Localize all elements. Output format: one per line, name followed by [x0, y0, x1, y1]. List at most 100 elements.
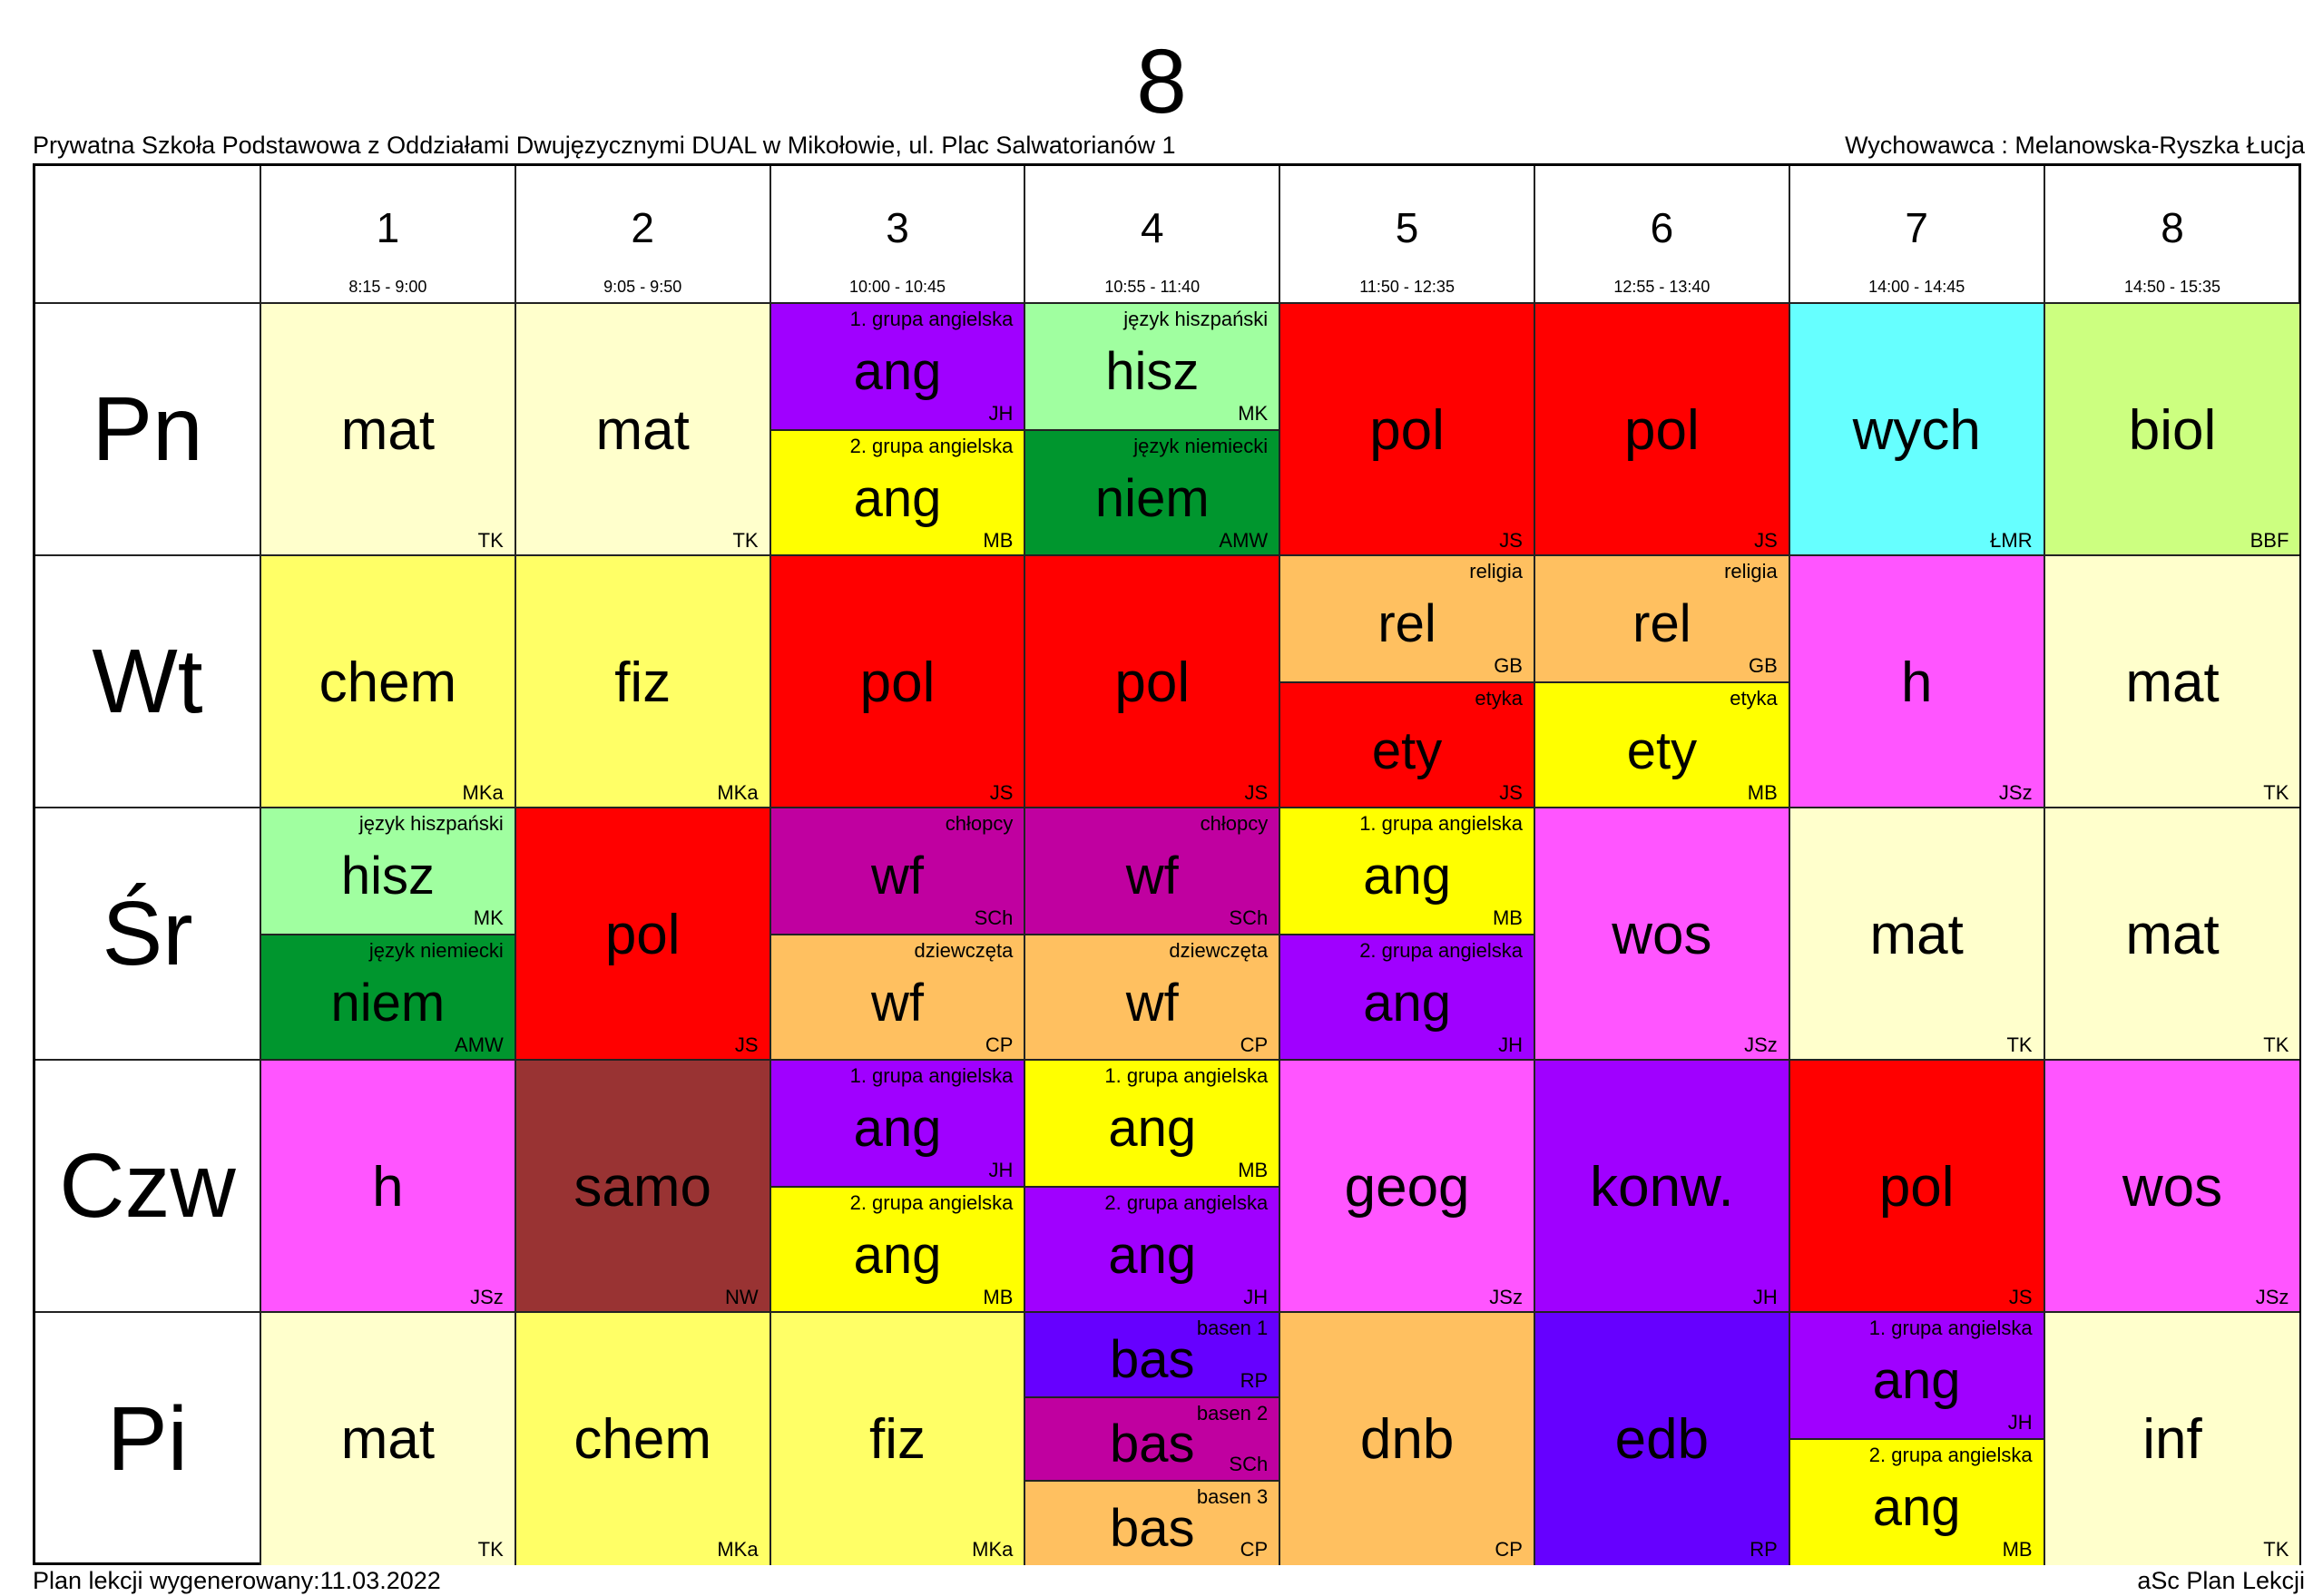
subject-label: ang: [1872, 1477, 1961, 1537]
teacher-code: JH: [988, 1159, 1014, 1181]
class-title: 8: [1136, 31, 1187, 132]
period-time: 12:55 - 13:40: [1613, 278, 1710, 296]
period-time: 11:50 - 12:35: [1359, 278, 1455, 296]
lesson-block: ang 1. grupa angielska JH: [770, 1061, 1024, 1186]
teacher-code: CP: [1240, 1033, 1269, 1056]
period-number: 2: [631, 204, 654, 251]
teacher-code: MKa: [717, 781, 759, 804]
subject-label: niem: [1094, 468, 1210, 528]
lesson-cell: wf chłopcy SCh wf dziewczęta CP: [1025, 808, 1281, 1061]
lesson-cell: wf chłopcy SCh wf dziewczęta CP: [770, 808, 1026, 1061]
subject-label: pol: [1878, 1155, 1955, 1219]
lesson-cell: mat TK: [261, 1313, 516, 1565]
lesson-block: wos JSz: [2044, 1061, 2300, 1311]
group-label: język hiszpański: [358, 812, 504, 835]
lesson-cell: ang 1. grupa angielska MB ang 2. grupa angie…: [1280, 808, 1535, 1061]
group-label: religia: [1724, 560, 1778, 583]
lesson-cell: mat TK: [1789, 808, 2045, 1061]
lesson-cell: pol JS: [1535, 304, 1790, 556]
teacher-code: JS: [1244, 781, 1269, 804]
teacher-code: ŁMR: [1990, 529, 2033, 552]
timetable-grid: 1 8:15 - 9:00 2 9:05 - 9:50 3 10:00 - 10:45 4 1…: [33, 163, 2301, 1565]
lesson-block: mat TK: [515, 304, 769, 554]
lesson-cell: dnb CP: [1280, 1313, 1535, 1565]
lesson-cell: samo NW: [515, 1061, 771, 1313]
lesson-cell: mat TK: [261, 304, 516, 556]
lesson-cell: mat TK: [2044, 556, 2300, 808]
teacher-code: BBF: [2249, 529, 2289, 552]
group-label: 1. grupa angielska: [1359, 812, 1523, 835]
subject-label: edb: [1614, 1407, 1710, 1471]
lesson-block: wf dziewczęta CP: [1025, 934, 1279, 1059]
lesson-cell: ang 1. grupa angielska JH ang 2. grupa angie…: [770, 304, 1026, 556]
subject-label: biol: [2128, 398, 2217, 462]
lesson-block: bas basen 3 CP: [1025, 1480, 1279, 1565]
subject-label: h: [372, 1155, 404, 1219]
teacher-code: JSz: [1744, 1033, 1778, 1056]
subject-label: konw.: [1590, 1155, 1734, 1219]
lesson-cell: chem MKa: [515, 1313, 771, 1565]
period-header: 4 10:55 - 11:40: [1025, 166, 1281, 304]
lesson-block: ang 2. grupa angielska JH: [1280, 934, 1534, 1059]
lesson-cell: bas basen 1 RP bas basen 2 SCh bas basen 3 CP: [1025, 1313, 1281, 1565]
subject-label: mat: [595, 398, 690, 462]
lesson-block: chem MKa: [515, 1313, 769, 1565]
day-cell: Pn: [35, 304, 261, 556]
teacher-code: MK: [1238, 402, 1269, 425]
subject-label: samo: [573, 1155, 711, 1219]
lesson-block: bas basen 2 SCh: [1025, 1396, 1279, 1480]
teacher-code: JH: [988, 402, 1014, 425]
subject-label: fiz: [614, 651, 671, 714]
lesson-block: ang 2. grupa angielska MB: [1789, 1438, 2044, 1565]
lesson-cell: wos JSz: [1535, 808, 1790, 1061]
lesson-block: ang 1. grupa angielska MB: [1280, 808, 1534, 934]
teacher-code: JH: [1243, 1286, 1269, 1308]
lesson-block: h JSz: [1789, 556, 2044, 807]
subject-label: ang: [1363, 846, 1451, 906]
subject-label: ang: [853, 468, 942, 528]
subject-label: rel: [1632, 593, 1691, 653]
period-header: 2 9:05 - 9:50: [515, 166, 771, 304]
subject-label: pol: [1624, 398, 1700, 462]
lesson-block: ety etyka JS: [1280, 681, 1534, 807]
subject-label: hisz: [340, 846, 435, 906]
day-label: Pn: [92, 377, 203, 480]
day-cell: Pi: [35, 1313, 261, 1565]
lesson-block: pol JS: [1025, 556, 1279, 807]
period-time: 9:05 - 9:50: [603, 278, 682, 296]
period-time: 10:55 - 11:40: [1104, 278, 1201, 296]
group-label: basen 2: [1196, 1402, 1269, 1425]
lesson-cell: inf TK: [2044, 1313, 2300, 1565]
subject-label: h: [1900, 651, 1933, 714]
teacher-code: NW: [724, 1286, 759, 1308]
teacher-code: AMW: [1219, 529, 1269, 552]
teacher-code: SCh: [1229, 1453, 1269, 1475]
teacher-code: CP: [985, 1033, 1014, 1056]
subject-label: wf: [870, 973, 924, 1033]
subject-label: chem: [319, 651, 457, 714]
lesson-cell: pol JS: [770, 556, 1026, 808]
group-label: 2. grupa angielska: [849, 435, 1014, 457]
group-label: dziewczęta: [914, 939, 1014, 962]
lesson-cell: mat TK: [515, 304, 771, 556]
teacher-code: TK: [2263, 781, 2289, 804]
teacher-code: SCh: [974, 906, 1014, 929]
teacher-code: JSz: [470, 1286, 504, 1308]
subject-label: bas: [1110, 1498, 1195, 1558]
lesson-block: pol JS: [770, 556, 1024, 807]
subject-label: ang: [1108, 1225, 1197, 1285]
teacher-code: SCh: [1229, 906, 1269, 929]
lesson-cell: wych ŁMR: [1789, 304, 2045, 556]
teacher-code: JSz: [1489, 1286, 1523, 1308]
teacher-code: MB: [983, 529, 1014, 552]
school-name: Prywatna Szkoła Podstawowa z Oddziałami …: [33, 132, 1176, 159]
lesson-cell: h JSz: [1789, 556, 2045, 808]
lesson-cell: pol JS: [515, 808, 771, 1061]
teacher-code: JS: [2008, 1286, 2033, 1308]
subject-label: ety: [1371, 720, 1443, 780]
teacher-code: JS: [1754, 529, 1778, 552]
teacher-code: GB: [1494, 654, 1523, 677]
group-label: 2. grupa angielska: [849, 1191, 1014, 1214]
subject-label: ang: [853, 341, 942, 401]
lesson-block: wf chłopcy SCh: [1025, 808, 1279, 934]
